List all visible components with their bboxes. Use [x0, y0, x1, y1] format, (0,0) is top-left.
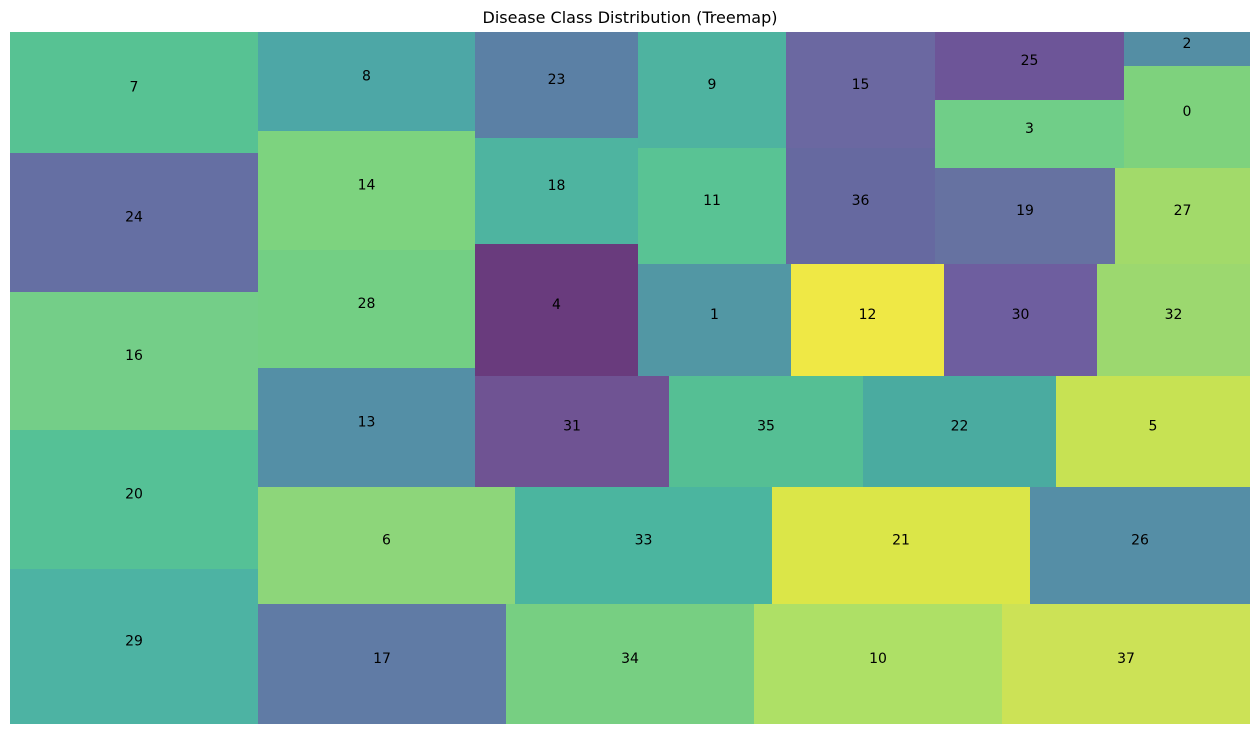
treemap-cell-label-12: 12 — [859, 307, 877, 323]
treemap-cell-label-2: 2 — [1183, 36, 1192, 52]
treemap-cell-27 — [1115, 168, 1250, 264]
treemap-cell-label-26: 26 — [1131, 533, 1149, 549]
treemap-cell-label-31: 31 — [563, 419, 581, 435]
treemap-cell-label-19: 19 — [1016, 203, 1034, 219]
treemap-cell-34 — [506, 604, 754, 724]
treemap-cell-label-32: 32 — [1165, 307, 1183, 323]
treemap-cell-12 — [791, 264, 944, 376]
treemap-cell-label-15: 15 — [852, 77, 870, 93]
treemap-cell-label-36: 36 — [852, 193, 870, 209]
treemap-cell-label-21: 21 — [892, 533, 910, 549]
treemap-cell-label-13: 13 — [358, 415, 376, 431]
treemap-cell-label-33: 33 — [635, 533, 653, 549]
treemap-cell-20 — [10, 430, 258, 569]
treemap-cell-label-28: 28 — [358, 296, 376, 312]
treemap-cell-label-34: 34 — [621, 651, 639, 667]
treemap-cell-label-37: 37 — [1117, 651, 1135, 667]
treemap-cell-label-30: 30 — [1012, 307, 1030, 323]
treemap-cell-label-20: 20 — [125, 487, 143, 503]
treemap-cell-35 — [669, 376, 863, 487]
treemap-cell-label-9: 9 — [708, 77, 717, 93]
treemap-cell-28 — [258, 250, 475, 368]
treemap-cell-3 — [935, 100, 1124, 168]
treemap-cell-36 — [786, 148, 935, 264]
chart-title: Disease Class Distribution (Treemap) — [482, 8, 778, 27]
treemap-cell-label-17: 17 — [373, 651, 391, 667]
treemap-cell-label-6: 6 — [382, 533, 391, 549]
treemap-cell-8 — [258, 32, 475, 131]
treemap-cell-4 — [475, 244, 638, 376]
treemap-cell-15 — [786, 32, 935, 148]
treemap-cell-1 — [638, 264, 791, 376]
treemap-cell-19 — [935, 168, 1115, 264]
treemap-cell-label-7: 7 — [130, 80, 139, 96]
treemap-cell-18 — [475, 138, 638, 244]
treemap-cell-33 — [515, 487, 772, 604]
treemap-cell-0 — [1124, 66, 1250, 168]
treemap-cell-label-3: 3 — [1025, 121, 1034, 137]
treemap-cell-32 — [1097, 264, 1250, 376]
treemap-cell-label-16: 16 — [125, 348, 143, 364]
treemap-cell-11 — [638, 148, 786, 264]
treemap-cell-label-22: 22 — [951, 419, 969, 435]
treemap-cell-21 — [772, 487, 1030, 604]
treemap-cell-24 — [10, 153, 258, 292]
treemap-cell-label-11: 11 — [703, 193, 721, 209]
treemap-cell-30 — [944, 264, 1097, 376]
treemap-cell-22 — [863, 376, 1056, 487]
treemap-cell-5 — [1056, 376, 1250, 487]
treemap-cell-label-35: 35 — [757, 419, 775, 435]
treemap-cell-29 — [10, 569, 258, 724]
treemap-cell-7 — [10, 32, 258, 153]
treemap-cell-label-18: 18 — [548, 178, 566, 194]
treemap-cell-25 — [935, 32, 1124, 100]
treemap-cell-label-10: 10 — [869, 651, 887, 667]
treemap-cell-2 — [1124, 32, 1250, 66]
treemap-cell-label-1: 1 — [710, 307, 719, 323]
treemap-cell-14 — [258, 131, 475, 250]
treemap-cell-label-14: 14 — [358, 178, 376, 194]
treemap-cell-17 — [258, 604, 506, 724]
treemap-cell-label-0: 0 — [1183, 104, 1192, 120]
treemap-cell-26 — [1030, 487, 1250, 604]
treemap-cell-37 — [1002, 604, 1250, 724]
treemap-cell-label-4: 4 — [552, 297, 561, 313]
treemap-cell-13 — [258, 368, 475, 487]
treemap-cell-16 — [10, 292, 258, 430]
treemap-cell-label-29: 29 — [125, 634, 143, 650]
treemap-cell-6 — [258, 487, 515, 604]
treemap-cell-label-25: 25 — [1021, 53, 1039, 69]
treemap-cell-9 — [638, 32, 786, 148]
treemap-cell-23 — [475, 32, 638, 138]
treemap-cell-label-24: 24 — [125, 210, 143, 226]
treemap-cell-31 — [475, 376, 669, 487]
treemap-cell-label-5: 5 — [1149, 419, 1158, 435]
treemap-cell-10 — [754, 604, 1002, 724]
treemap-cell-label-8: 8 — [362, 69, 371, 85]
treemap-cell-label-27: 27 — [1174, 203, 1192, 219]
treemap-cell-label-23: 23 — [548, 72, 566, 88]
